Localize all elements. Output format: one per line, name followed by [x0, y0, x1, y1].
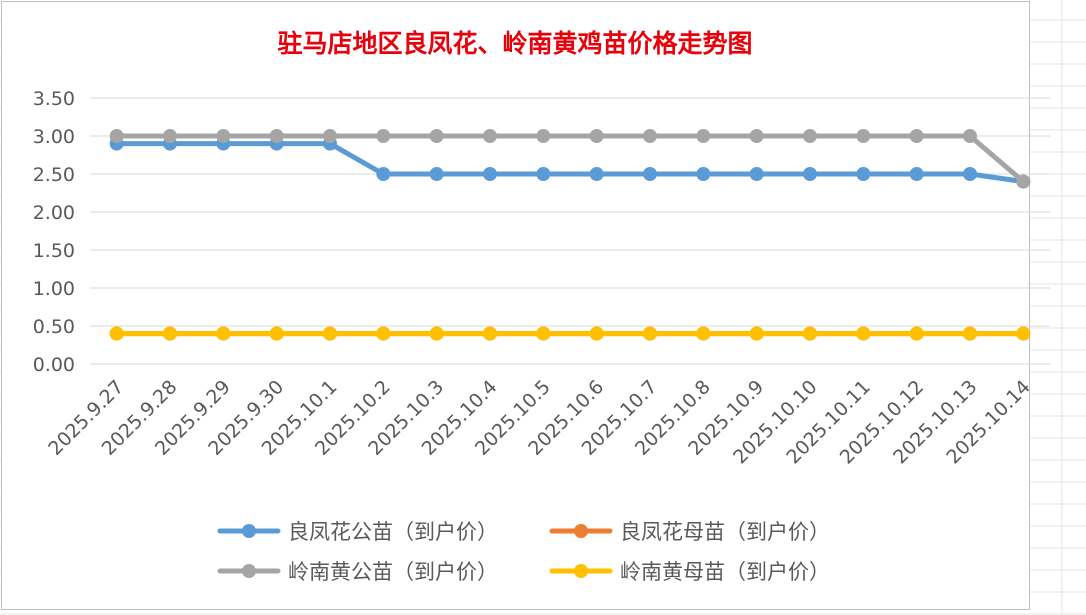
legend: 良凤花公苗（到户价） 良凤花母苗（到户价） 岭南黄公苗（到户价） 岭南黄母苗（到户价）	[217, 520, 830, 584]
data-point[interactable]	[643, 167, 657, 181]
legend-item[interactable]: 岭南黄公苗（到户价）	[217, 560, 498, 584]
data-point[interactable]	[376, 326, 391, 341]
data-point[interactable]	[536, 167, 551, 181]
data-point[interactable]	[803, 326, 817, 341]
y-tick-label: 0.50	[33, 316, 75, 338]
data-point[interactable]	[856, 167, 871, 181]
data-point[interactable]	[589, 129, 604, 143]
y-tick-label: 2.00	[33, 202, 75, 224]
data-point[interactable]	[429, 129, 444, 143]
legend-label: 岭南黄公苗（到户价）	[288, 560, 498, 584]
series-3	[109, 326, 1031, 341]
data-point[interactable]	[696, 167, 711, 181]
data-point[interactable]	[643, 326, 657, 341]
legend-item[interactable]: 良凤花公苗（到户价）	[217, 520, 498, 544]
data-point[interactable]	[589, 167, 604, 181]
data-point[interactable]	[376, 167, 391, 181]
legend-marker	[242, 524, 256, 538]
legend-label: 良凤花母苗（到户价）	[620, 520, 830, 544]
legend-marker	[574, 564, 588, 578]
data-point[interactable]	[1016, 174, 1031, 189]
data-point[interactable]	[856, 326, 871, 341]
y-tick-label: 1.50	[33, 240, 75, 262]
data-point[interactable]	[696, 326, 711, 341]
data-point[interactable]	[269, 326, 284, 341]
data-point[interactable]	[323, 129, 337, 143]
legend-label: 良凤花公苗（到户价）	[288, 520, 498, 544]
data-point[interactable]	[109, 326, 124, 341]
series-line[interactable]	[114, 133, 1026, 185]
series-0	[109, 136, 1031, 189]
y-tick-label: 1.00	[33, 278, 75, 300]
data-point[interactable]	[909, 129, 924, 143]
data-point[interactable]	[696, 129, 711, 143]
data-point[interactable]	[376, 129, 391, 143]
legend-item[interactable]: 良凤花母苗（到户价）	[549, 520, 830, 544]
data-point[interactable]	[216, 129, 231, 143]
data-point[interactable]	[749, 129, 764, 143]
data-point[interactable]	[483, 167, 497, 181]
data-point[interactable]	[589, 326, 604, 341]
y-tick-label: 3.00	[33, 126, 75, 148]
data-point[interactable]	[1016, 326, 1031, 341]
legend-label: 岭南黄母苗（到户价）	[620, 560, 830, 584]
data-point[interactable]	[536, 326, 551, 341]
data-point[interactable]	[323, 326, 337, 341]
data-point[interactable]	[749, 167, 764, 181]
data-point[interactable]	[909, 326, 924, 341]
y-axis: 0.00 0.50 1.00 1.50 2.00 2.50 3.00 3.50	[33, 88, 75, 376]
data-point[interactable]	[429, 167, 444, 181]
data-point[interactable]	[163, 129, 177, 143]
data-point[interactable]	[909, 167, 924, 181]
series-line[interactable]	[114, 141, 1026, 185]
data-point[interactable]	[483, 129, 497, 143]
data-point[interactable]	[749, 326, 764, 341]
data-point[interactable]	[483, 326, 497, 341]
legend-marker	[574, 524, 588, 538]
data-point[interactable]	[856, 129, 871, 143]
data-point[interactable]	[963, 129, 977, 143]
y-tick-label: 3.50	[33, 88, 75, 110]
legend-marker	[242, 564, 256, 578]
data-point[interactable]	[216, 326, 231, 341]
y-tick-label: 2.50	[33, 164, 75, 186]
chart-frame[interactable]	[1, 1, 1030, 610]
data-point[interactable]	[536, 129, 551, 143]
data-point[interactable]	[269, 129, 284, 143]
data-point[interactable]	[643, 129, 657, 143]
series-2	[109, 129, 1031, 189]
data-point[interactable]	[963, 326, 977, 341]
data-point[interactable]	[803, 129, 817, 143]
data-point[interactable]	[429, 326, 444, 341]
legend-item[interactable]: 岭南黄母苗（到户价）	[549, 560, 830, 584]
plot-series	[109, 129, 1031, 341]
chart-title: 驻马店地区良凤花、岭南黄鸡苗价格走势图	[277, 29, 752, 58]
data-point[interactable]	[109, 129, 124, 143]
data-point[interactable]	[803, 167, 817, 181]
data-point[interactable]	[163, 326, 177, 341]
y-tick-label: 0.00	[33, 354, 75, 376]
data-point[interactable]	[963, 167, 977, 181]
